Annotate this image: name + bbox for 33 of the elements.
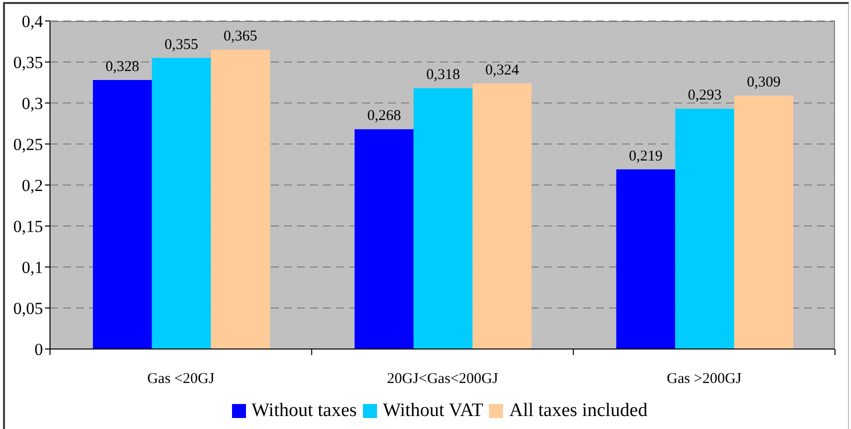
data-label: 0,328 (106, 59, 140, 76)
legend-label: Without taxes (250, 400, 357, 422)
bar (414, 88, 473, 349)
bar (152, 58, 211, 349)
bar (210, 50, 270, 349)
y-tick-label: 0,2 (22, 176, 43, 196)
y-tick-label: 0,35 (13, 53, 43, 72)
y-tick-label: 0,4 (22, 12, 44, 32)
y-tick-label: 0,15 (13, 217, 43, 236)
data-label: 0,219 (628, 148, 663, 164)
legend-label: Without VAT (382, 400, 484, 422)
bar (354, 129, 414, 349)
data-label: 0,365 (224, 28, 258, 45)
data-label: 0,355 (164, 36, 198, 53)
y-tick-label: 0,05 (13, 299, 43, 318)
y-tick-label: 0,25 (13, 135, 43, 154)
data-label: 0,293 (688, 88, 722, 104)
data-label: 0,324 (485, 62, 520, 78)
data-label: 0,309 (746, 74, 781, 91)
x-tick-label: 20GJ<Gas<200GJ (386, 371, 498, 387)
bar (675, 108, 734, 349)
bar (616, 169, 676, 349)
data-label: 0,268 (367, 108, 401, 124)
bar (92, 80, 152, 349)
legend-label: All taxes included (508, 400, 648, 422)
bar (734, 96, 794, 349)
y-tick-label: 0 (34, 340, 43, 360)
y-tick-label: 0,1 (22, 258, 43, 278)
y-tick-label: 0,3 (22, 94, 43, 114)
x-tick-label: Gas <20GJ (147, 371, 215, 387)
bar (472, 83, 532, 349)
x-tick-label: Gas >200GJ (666, 371, 742, 387)
data-label: 0,318 (426, 67, 460, 84)
